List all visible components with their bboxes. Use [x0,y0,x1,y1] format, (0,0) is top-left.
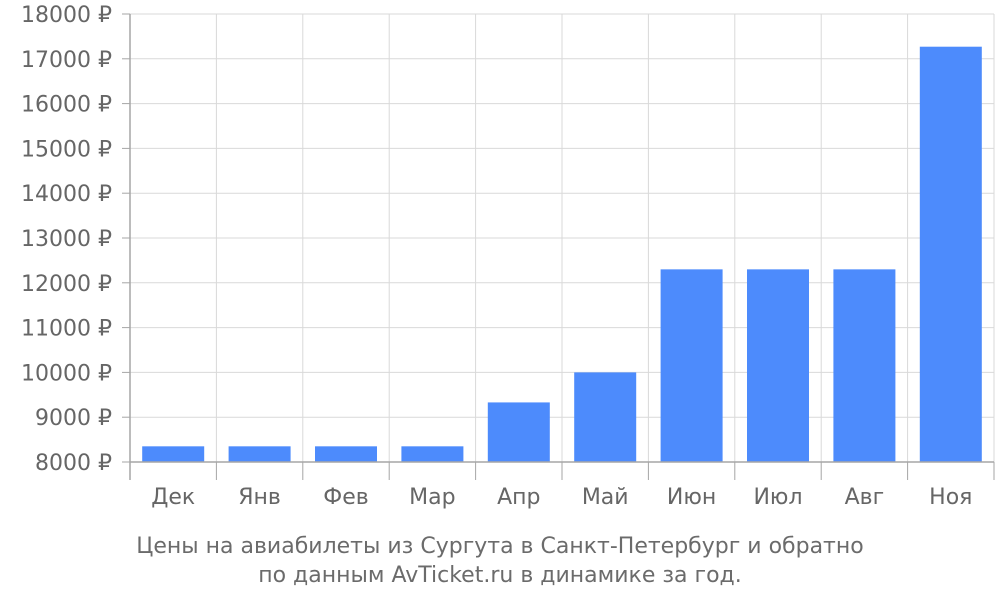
bar [747,269,809,462]
x-tick-label: Дек [151,485,195,510]
bar [660,269,723,462]
bar-layer [142,46,982,462]
x-tick-label: Июл [753,485,802,510]
bar [833,269,896,462]
x-tick-label: Июн [667,485,716,510]
bar-chart: 8000 ₽ 9000 ₽ 10000 ₽ 11000 ₽ 12000 ₽ 13000 ₽… [21,3,995,510]
chart-caption-line-1: Цены на авиабилеты из Сургута в Санкт-Пе… [136,534,864,559]
x-tick-label: Фев [323,485,368,510]
y-tick-label: 18000 ₽ [21,3,112,28]
bar [919,46,982,462]
y-tick-label: 16000 ₽ [21,93,112,118]
x-tick-label: Апр [497,485,540,510]
y-tick-label: 8000 ₽ [35,451,112,476]
x-tick-label: Май [582,485,629,510]
y-tick-label: 9000 ₽ [35,406,112,431]
y-tick-label: 13000 ₽ [21,227,112,252]
label-layer: 8000 ₽ 9000 ₽ 10000 ₽ 11000 ₽ 12000 ₽ 13000 ₽… [21,3,972,510]
bar [228,446,291,462]
bar [142,446,205,462]
bar [315,446,377,462]
bar [487,402,550,462]
y-tick-label: 15000 ₽ [21,137,112,162]
x-tick-label: Янв [238,485,281,510]
chart-caption-line-2: по данным AvTicket.ru в динамике за год. [258,563,742,588]
y-tick-label: 12000 ₽ [21,272,112,297]
x-tick-label: Мар [409,485,455,510]
x-tick-label: Ноя [929,485,972,510]
bar [401,446,464,462]
y-tick-label: 10000 ₽ [21,361,112,386]
axis-layer [122,13,995,480]
y-tick-label: 14000 ₽ [21,182,112,207]
x-tick-label: Авг [845,485,885,510]
bar [574,372,637,462]
y-tick-label: 11000 ₽ [21,317,112,342]
y-tick-label: 17000 ₽ [21,48,112,73]
